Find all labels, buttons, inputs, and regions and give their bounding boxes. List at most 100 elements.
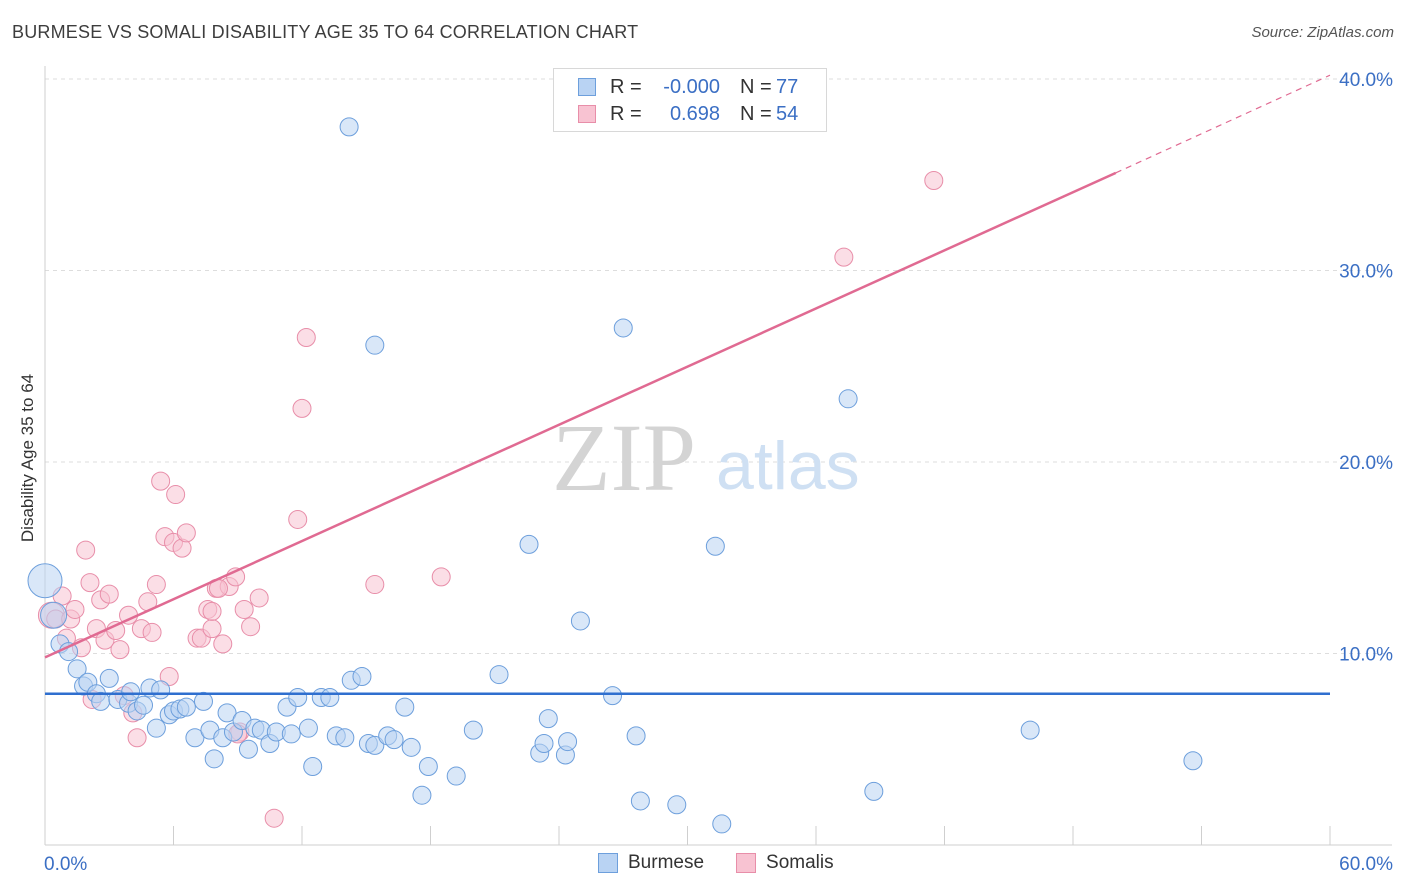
burmese-point xyxy=(446,766,466,786)
chart-source: Source: ZipAtlas.com xyxy=(1251,24,1394,41)
burmese-point xyxy=(558,732,578,752)
burmese-point xyxy=(630,791,650,811)
somali-point xyxy=(365,575,385,595)
somali-point xyxy=(99,584,119,604)
x-tick-label-max: 60.0% xyxy=(1339,854,1393,875)
somali-point xyxy=(202,601,222,621)
somali-point xyxy=(288,509,308,529)
burmese-point xyxy=(176,697,196,717)
somali-point xyxy=(146,575,166,595)
burmese-point xyxy=(412,785,432,805)
y-tick-label: 30.0% xyxy=(1339,262,1393,283)
burmese-point xyxy=(712,814,732,834)
legend-r-label: R = xyxy=(610,75,642,98)
somali-point xyxy=(241,617,261,637)
burmese-point xyxy=(519,534,539,554)
burmese-point xyxy=(335,728,355,748)
burmese-point xyxy=(146,718,166,738)
burmese-point xyxy=(838,389,858,409)
burmese-legend-icon xyxy=(598,853,618,873)
somali-point xyxy=(202,619,222,639)
legend-item-somalis: Somalis xyxy=(736,852,834,874)
somali-point xyxy=(65,599,85,619)
y-tick-label: 10.0% xyxy=(1339,645,1393,666)
somali-point xyxy=(176,523,196,543)
somali-point xyxy=(834,247,854,267)
burmese-point xyxy=(91,691,111,711)
somali-point xyxy=(127,728,147,748)
somali-point xyxy=(80,573,100,593)
burmese-point xyxy=(288,688,308,708)
somali-point xyxy=(292,398,312,418)
legend-r-value: 0.698 xyxy=(669,102,720,125)
burmese-point xyxy=(613,318,633,338)
burmese-point xyxy=(67,659,87,679)
burmese-point xyxy=(1183,751,1203,771)
somali-point xyxy=(924,170,944,190)
burmese-point xyxy=(320,688,340,708)
watermark-zip: ZIP xyxy=(552,404,696,511)
burmese-point xyxy=(238,739,258,759)
somali-point xyxy=(151,471,171,491)
somali-point xyxy=(166,485,186,505)
somali-point xyxy=(431,567,451,587)
somali-point xyxy=(76,540,96,560)
burmese-point xyxy=(626,726,646,746)
burmese-point xyxy=(40,601,68,629)
burmese-point xyxy=(59,642,79,662)
trend-lines xyxy=(44,74,1331,695)
burmese-point xyxy=(864,781,884,801)
burmese-point xyxy=(352,666,372,686)
chart-title: BURMESE VS SOMALI DISABILITY AGE 35 TO 6… xyxy=(12,22,639,42)
burmese-point xyxy=(193,691,213,711)
burmese-point xyxy=(395,697,415,717)
burmese-point xyxy=(281,724,301,744)
somali-point xyxy=(264,808,284,828)
somali-swatch-icon xyxy=(578,105,596,123)
tick-labels: 10.0% 20.0% 30.0% 40.0% 0.0% 60.0% xyxy=(44,70,1393,875)
burmese-point xyxy=(27,563,63,599)
series-legend: Burmese Somalis xyxy=(598,852,866,874)
legend-row-somalis: R = 0.698 N = 54 xyxy=(578,101,798,127)
correlation-legend: R = -0.000 N = 77 R = 0.698 N = 54 xyxy=(553,68,827,132)
burmese-point xyxy=(185,728,205,748)
legend-n-label: N = xyxy=(740,75,772,98)
burmese-point xyxy=(534,734,554,754)
legend-r-value: -0.000 xyxy=(663,75,720,98)
burmese-point xyxy=(384,730,404,750)
burmese-point xyxy=(603,686,623,706)
burmese-point xyxy=(365,735,385,755)
burmese-swatch-icon xyxy=(578,78,596,96)
burmese-point xyxy=(217,703,237,723)
burmese-point xyxy=(489,665,509,685)
watermark: ZIP atlas xyxy=(552,404,860,511)
burmese-point xyxy=(204,749,224,769)
somali-trend-line xyxy=(44,171,1117,659)
burmese-point xyxy=(401,737,421,757)
burmese-point xyxy=(463,720,483,740)
somali-point xyxy=(142,622,162,642)
somali-point xyxy=(159,666,179,686)
legend-r-label: R = xyxy=(610,102,642,125)
somali-point xyxy=(234,599,254,619)
grid-lines xyxy=(45,78,1392,654)
somali-point xyxy=(249,588,269,608)
burmese-point xyxy=(570,611,590,631)
x-tick-label-min: 0.0% xyxy=(44,854,87,875)
burmese-point xyxy=(298,718,318,738)
y-tick-label: 20.0% xyxy=(1339,453,1393,474)
legend-n-value: 54 xyxy=(776,102,799,125)
burmese-point xyxy=(339,117,359,137)
axes xyxy=(44,66,1392,846)
burmese-point xyxy=(538,709,558,729)
burmese-point xyxy=(705,536,725,556)
somali-legend-icon xyxy=(736,853,757,873)
burmese-point xyxy=(418,756,438,776)
burmese-point xyxy=(134,695,154,715)
watermark-atlas: atlas xyxy=(716,428,860,504)
burmese-point xyxy=(121,682,141,702)
legend-n-label: N = xyxy=(740,102,772,125)
burmese-point xyxy=(1020,720,1040,740)
somali-point xyxy=(110,640,130,660)
